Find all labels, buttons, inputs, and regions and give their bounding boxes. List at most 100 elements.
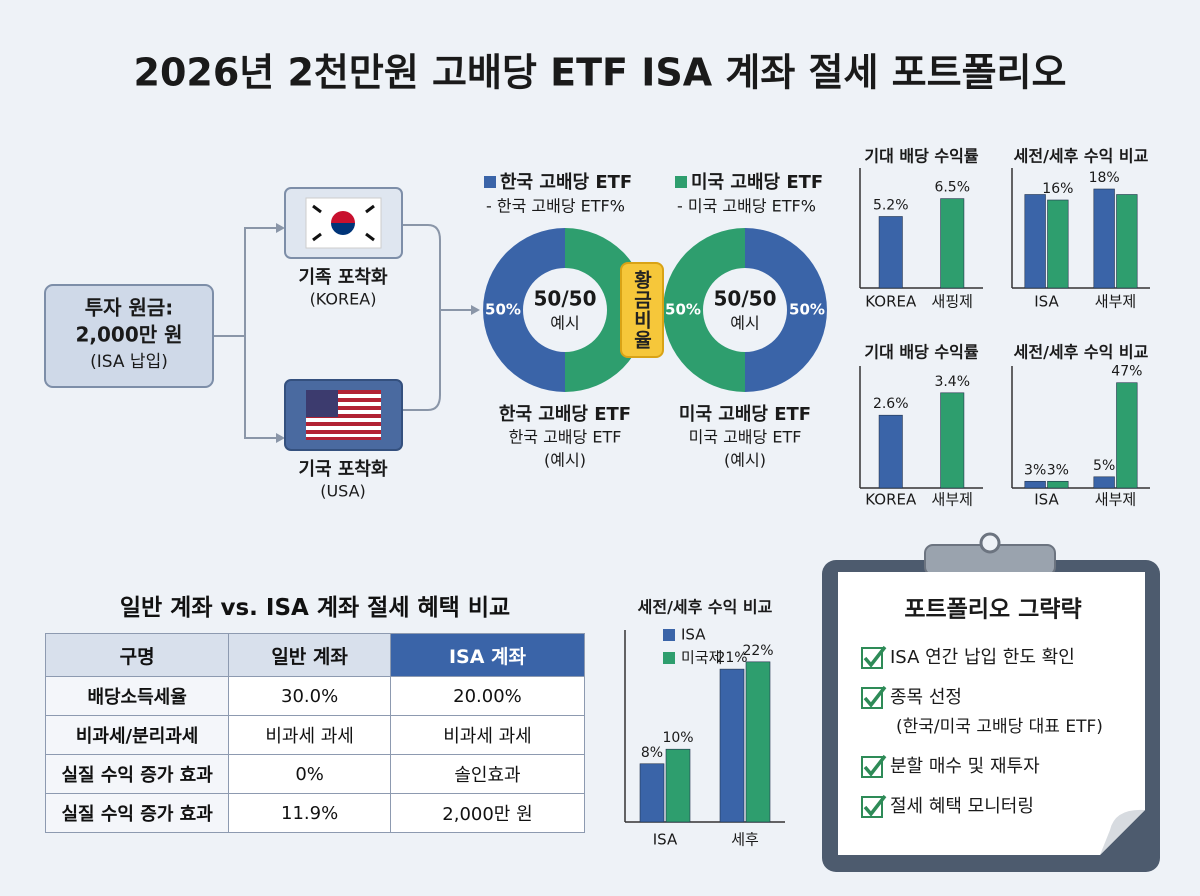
table-cell: 비과세 과세 — [389, 715, 586, 755]
chart-title: 기대 배당 수익률 — [864, 147, 978, 166]
legend-note: - 한국 고배당 ETF% — [486, 197, 625, 216]
checklist-item: 절세 혜택 모니터링 — [890, 796, 1034, 817]
usa-note: (USA) — [320, 482, 366, 501]
bar — [719, 668, 745, 823]
x-tick-label: ISA — [1034, 491, 1059, 509]
table-cell: 2,000만 원 — [389, 793, 586, 833]
usa-label: 기국 포착화 — [298, 459, 388, 480]
table-cell: 비과세 과세 — [228, 715, 391, 755]
usa-flag — [306, 390, 381, 440]
check-mark — [863, 645, 887, 668]
legend-name: 한국 고배당 ETF — [500, 172, 632, 193]
check-mark — [863, 754, 887, 777]
source-box — [44, 284, 214, 388]
table-cell: 솔인효과 — [389, 754, 586, 794]
checklist-title: 포트폴리오 그략략 — [904, 597, 1081, 623]
bar — [1093, 476, 1115, 489]
header-row: 구명 일반 계좌 ISA 계좌 — [44, 633, 586, 677]
header-cell: 일반 계좌 — [228, 633, 391, 677]
bar — [1024, 194, 1046, 289]
value-label: 18% — [1089, 170, 1120, 186]
source-label: 투자 원금: — [85, 296, 174, 320]
table-cell: 0% — [228, 754, 391, 794]
donut-center-note: 예시 — [550, 314, 579, 333]
donut-caption: 미국 고배당 ETF — [689, 428, 802, 447]
chart-title: 세전/세후 수익 비교 — [1014, 147, 1149, 166]
value-label: 47% — [1111, 364, 1142, 380]
donut-slice — [663, 228, 745, 392]
legend-label: ISA — [681, 626, 706, 644]
table-cell: 11.9% — [228, 793, 391, 833]
table-row: 배당소득세율 30.0% 20.00% — [44, 676, 586, 716]
korea-label: 기족 포착화 — [298, 267, 388, 288]
value-label: 10% — [662, 730, 693, 746]
x-tick-label: ISA — [1034, 293, 1059, 311]
x-tick-label: 새부제 — [1095, 491, 1136, 509]
clipboard — [822, 532, 1160, 872]
value-label: 16% — [1042, 181, 1073, 197]
value-label: 5.2% — [873, 198, 909, 214]
header-cell: 구명 — [44, 633, 230, 677]
table-row: 실질 수익 증가 효과 0% 솔인효과 — [44, 754, 586, 794]
bar — [1024, 480, 1046, 489]
bar — [1093, 188, 1115, 289]
checklist-item: ISA 연간 납입 한도 확인 — [890, 647, 1075, 668]
legend-note: - 미국 고배당 ETF% — [677, 197, 816, 216]
slice-label: 50% — [485, 301, 521, 319]
bar — [1047, 480, 1069, 489]
x-tick-label: 세후 — [731, 831, 759, 849]
golden-ratio-badge: 황금비율 — [620, 262, 664, 358]
chart-title: 세전/세후 수익 비교 — [638, 598, 773, 617]
bar — [940, 392, 965, 489]
page-title: 2026년 2천만원 고배당 ETF ISA 계좌 절세 포트폴리오 — [134, 51, 1067, 95]
table-row: 실질 수익 증가 효과 11.9% 2,000만 원 — [44, 793, 586, 833]
bar — [1116, 194, 1138, 289]
bar — [745, 661, 771, 823]
donut-caption: 미국 고배당 ETF — [679, 404, 811, 425]
legend-name: 미국 고배당 ETF — [691, 172, 823, 193]
bar — [639, 763, 665, 823]
comparison-table: 구명 일반 계좌 ISA 계좌 배당소득세율 30.0% 20.00% 비과세/분리과세 비과… — [44, 633, 586, 833]
flow-connectors — [213, 224, 472, 439]
value-label: 21% — [716, 650, 747, 666]
value-label: 8% — [641, 745, 663, 761]
table-cell: 실질 수익 증가 효과 — [44, 754, 230, 794]
donut-center: 50/50 — [714, 287, 777, 311]
value-label: 6.5% — [934, 180, 970, 196]
x-tick-label: 새부제 — [932, 491, 973, 509]
chart-title: 세전/세후 수익 비교 — [1014, 343, 1149, 362]
bar — [1116, 382, 1138, 489]
check-mark — [863, 794, 887, 817]
table-cell: 30.0% — [228, 676, 391, 716]
table-row: 비과세/분리과세 비과세 과세 비과세 과세 — [44, 715, 586, 755]
value-label: 5% — [1093, 458, 1115, 474]
legend-swatch — [484, 176, 496, 188]
checklist-item: 분할 매수 및 재투자 — [890, 756, 1040, 777]
bar — [878, 216, 903, 289]
chart-title: 기대 배당 수익률 — [864, 343, 978, 362]
x-tick-label: 새부제 — [1095, 293, 1136, 311]
value-label: 2.6% — [873, 396, 909, 412]
donut-caption: (예시) — [724, 451, 766, 470]
legend-swatch — [663, 629, 675, 641]
checklist-item: 종목 선정 — [890, 687, 962, 708]
donut-caption: (예시) — [544, 451, 586, 470]
donut-slice — [745, 228, 827, 392]
legend-swatch — [675, 176, 687, 188]
table-cell: 배당소득세율 — [44, 676, 230, 716]
x-tick-label: ISA — [653, 831, 678, 849]
donut-center-note: 예시 — [730, 314, 759, 333]
x-tick-label: KOREA — [865, 293, 917, 311]
header-cell: ISA 계좌 — [389, 633, 586, 677]
donut-caption: 한국 고배당 ETF — [509, 428, 622, 447]
table-cell: 실질 수익 증가 효과 — [44, 793, 230, 833]
slice-label: 50% — [665, 301, 701, 319]
source-note: (ISA 납입) — [90, 352, 168, 372]
bar — [665, 748, 691, 823]
donut-slice — [483, 228, 565, 392]
bar — [1047, 199, 1069, 289]
x-tick-label: 새핑제 — [932, 293, 973, 311]
value-label: 3.4% — [934, 374, 970, 390]
